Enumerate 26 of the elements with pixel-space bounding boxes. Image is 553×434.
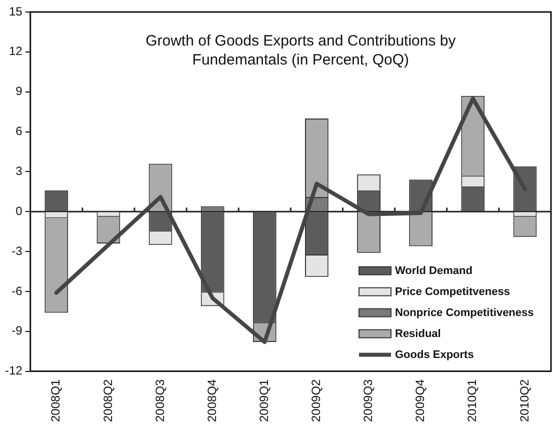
x-tick-label: 2009Q1: [256, 378, 271, 422]
x-tick-label: 2010Q2: [517, 378, 532, 422]
x-tick-label: 2008Q1: [48, 378, 63, 422]
legend-label: Residual: [395, 328, 441, 340]
y-tick-label: 12: [8, 44, 23, 58]
x-tick-label: 2009Q4: [413, 378, 428, 422]
y-tick-label: -9: [12, 324, 23, 338]
y-tick-label: 0: [16, 204, 23, 218]
y-tick-label: 15: [8, 4, 23, 18]
x-tick-label: 2008Q4: [204, 378, 219, 422]
y-tick-label: -12: [5, 364, 23, 378]
x-tick-label: 2010Q1: [465, 378, 480, 422]
text: Growth of Goods Exports and Contributions by Fundemantals (in Percent, QoQ): [146, 32, 456, 69]
legend-label: Goods Exports: [395, 348, 474, 361]
y-tick-label: 9: [16, 84, 23, 98]
y-tick-label: -6: [12, 284, 23, 298]
legend-label: Price Competitveness: [395, 286, 510, 298]
y-tick-label: -3: [12, 244, 23, 258]
legend-label: Nonprice Competitiveness: [395, 306, 534, 319]
x-tick-label: 2009Q2: [309, 378, 324, 422]
x-tick-label: 2008Q3: [152, 378, 167, 422]
x-tick-label: 2008Q2: [100, 378, 115, 422]
x-tick-label: 2009Q3: [361, 378, 376, 422]
legend-label: World Demand: [395, 264, 472, 277]
y-tick-label: 6: [16, 124, 23, 138]
y-tick-label: 3: [16, 164, 23, 178]
